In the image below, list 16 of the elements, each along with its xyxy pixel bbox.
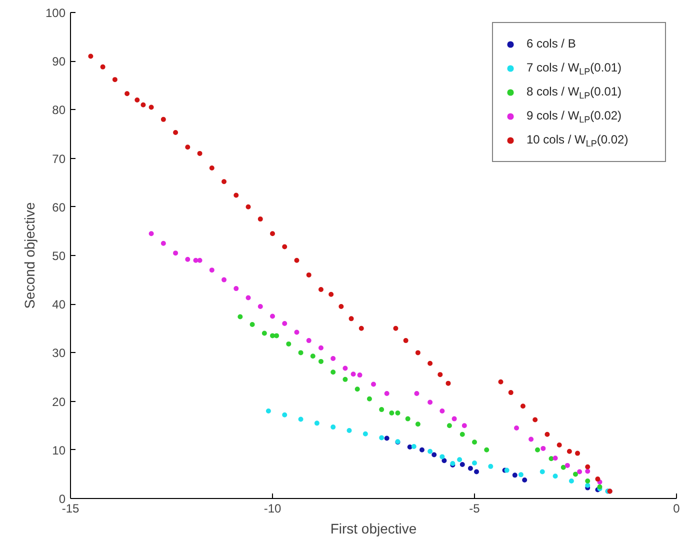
y-tick-label: 10 — [52, 443, 66, 458]
y-tick-label: 90 — [52, 54, 66, 69]
x-axis-title: First objective — [330, 520, 417, 536]
y-tick-label: 60 — [52, 200, 66, 214]
y-tick-label: 70 — [52, 152, 66, 166]
x-tick-label: 0 — [673, 502, 680, 516]
x-tick-label: -10 — [264, 502, 282, 516]
y-tick-label: 30 — [52, 346, 66, 360]
y-tick-label: 80 — [52, 103, 66, 118]
y-tick-label: 50 — [52, 249, 66, 263]
y-tick-label: 40 — [52, 298, 66, 312]
y-tick-label: 100 — [45, 6, 66, 20]
x-tick-label: -5 — [469, 502, 480, 516]
legend-label: 6 cols / B — [526, 36, 576, 50]
y-tick-label: 20 — [52, 394, 66, 409]
y-axis-title: Second objective — [21, 202, 38, 309]
